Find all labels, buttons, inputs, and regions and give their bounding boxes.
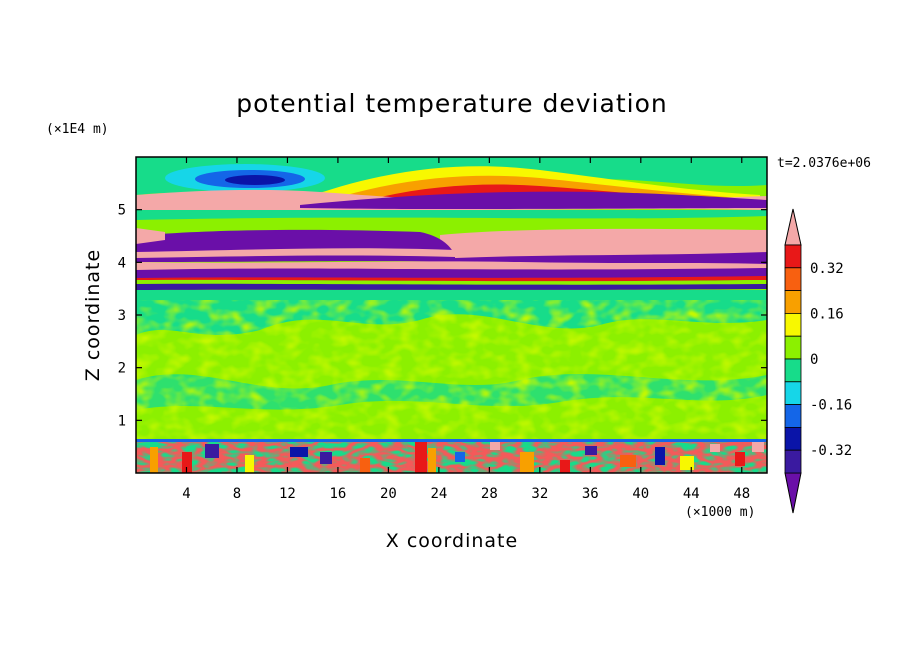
field-purple-stripe-c — [136, 283, 767, 290]
x-tick-label: 16 — [329, 486, 346, 502]
x-tick-label: 20 — [380, 486, 397, 502]
field-purple-stripe-b — [136, 268, 767, 280]
x-tick-label: 32 — [531, 486, 548, 502]
x-tick-label: 44 — [683, 486, 700, 502]
y-tick-label: 2 — [118, 361, 126, 377]
colorbar-label: 0.16 — [810, 306, 844, 322]
boundary-cells — [150, 442, 764, 473]
y-axis-label: Z coordinate — [82, 249, 104, 381]
field-teal-gap — [136, 210, 767, 220]
field-purple-lower-left — [136, 229, 455, 262]
time-label: t=2.0376e+06 — [777, 156, 871, 171]
field-purple-band-upper — [300, 191, 767, 209]
chart-title: potential temperature deviation — [236, 89, 667, 118]
colorbar-swatch — [784, 358, 802, 383]
field-darkblue-cell — [225, 175, 285, 185]
colorbar-label: -0.16 — [810, 398, 852, 414]
colorbar-swatch — [784, 449, 802, 474]
colorbar-swatch — [784, 290, 802, 314]
y-tick-label: 4 — [118, 255, 126, 271]
field-pink-stripe-a — [136, 248, 455, 258]
x-tick-label: 28 — [481, 486, 498, 502]
colorbar-label: -0.32 — [810, 443, 852, 459]
field-pink-lower-right — [440, 228, 767, 262]
x-tick-label: 8 — [233, 486, 241, 502]
colorbar-swatch — [784, 244, 802, 269]
colorbar-swatch — [784, 426, 802, 451]
field-red-arc — [360, 184, 720, 206]
colorbar-label: 0.32 — [810, 261, 844, 277]
y-unit-label: (×1E4 m) — [46, 122, 109, 137]
field-mottle — [136, 300, 767, 440]
x-tick-label: 48 — [733, 486, 750, 502]
x-axis: 4 8 12 16 20 24 28 32 36 40 44 48 — [182, 157, 750, 502]
y-axis: 1 2 3 4 5 — [118, 203, 767, 429]
colorbar-label: 0 — [810, 352, 818, 368]
colorbar-extend-high — [784, 208, 802, 246]
colorbar-swatch — [784, 335, 802, 360]
x-unit-label: (×1000 m) — [685, 505, 755, 520]
colorbar: 0.32 0.16 0 -0.16 -0.32 — [784, 208, 852, 514]
y-tick-label: 1 — [118, 413, 126, 429]
colorbar-swatch — [784, 267, 802, 291]
field-pink-left-edge — [136, 228, 165, 244]
x-tick-label: 4 — [182, 486, 190, 502]
y-tick-label: 5 — [118, 203, 126, 219]
colorbar-extend-low — [784, 472, 802, 514]
colorbar-swatch — [784, 381, 802, 405]
colorbar-swatch — [784, 312, 802, 337]
x-tick-label: 40 — [632, 486, 649, 502]
x-tick-label: 24 — [430, 486, 447, 502]
field-boundary-noise — [136, 440, 767, 473]
y-tick-label: 3 — [118, 308, 126, 324]
x-axis-label: X coordinate — [386, 530, 518, 552]
field-boundary-line — [136, 439, 767, 442]
heatmap-field — [136, 157, 767, 473]
x-tick-label: 36 — [582, 486, 599, 502]
x-tick-label: 12 — [279, 486, 296, 502]
colorbar-swatch — [784, 404, 802, 428]
